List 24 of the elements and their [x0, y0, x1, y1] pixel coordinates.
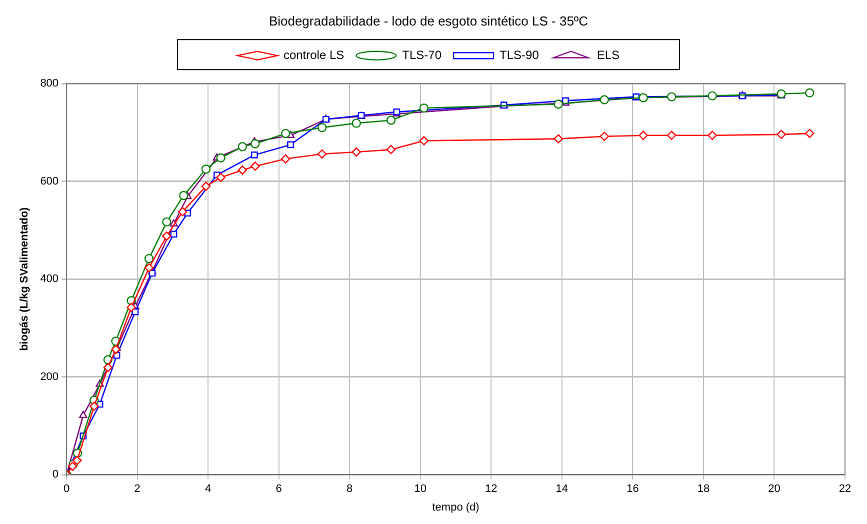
- x-tick-label: 4: [205, 483, 212, 496]
- legend-label: ELS: [596, 48, 620, 62]
- x-tick-label: 2: [134, 483, 140, 496]
- legend-label: TLS-90: [500, 48, 540, 62]
- x-tick-label: 6: [276, 483, 282, 496]
- y-tick-label: 800: [40, 78, 59, 90]
- chart-title: Biodegradabilidade - lodo de esgoto sintético LS - 35ºC: [268, 13, 588, 28]
- x-tick-label: 14: [556, 483, 568, 496]
- y-tick-label: 600: [40, 175, 59, 188]
- x-tick-label: 22: [838, 483, 852, 496]
- x-tick-label: 20: [768, 483, 780, 496]
- legend-label: controle LS: [283, 48, 344, 62]
- y-tick-label: 200: [40, 370, 59, 383]
- y-axis-title: biogás (L/kg SValimentado): [18, 206, 31, 351]
- x-tick-label: 10: [414, 483, 427, 496]
- x-tick-label: 0: [63, 483, 70, 496]
- legend-label: TLS-70: [402, 48, 442, 62]
- y-tick-label: 400: [40, 273, 59, 286]
- x-tick-label: 16: [626, 483, 639, 496]
- x-tick-label: 18: [697, 483, 710, 496]
- y-tick-label: 0: [52, 468, 59, 481]
- x-axis-title: tempo (d): [432, 501, 480, 514]
- x-tick-label: 12: [485, 483, 498, 496]
- x-tick-label: 8: [346, 483, 353, 496]
